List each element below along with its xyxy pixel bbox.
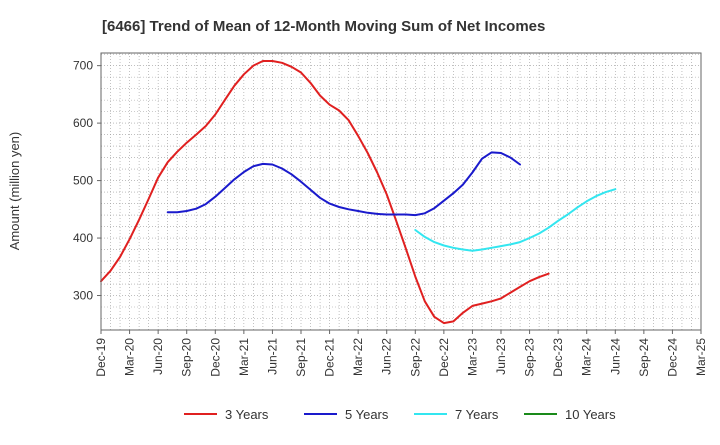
legend-label: 3 Years [225, 407, 269, 422]
x-tick-label: Mar-21 [237, 338, 251, 376]
y-axis-label: Amount (million yen) [7, 132, 22, 251]
x-tick-label: Sep-23 [523, 338, 537, 377]
y-tick-label: 500 [73, 174, 93, 188]
x-tick-label: Jun-20 [151, 338, 165, 375]
series-line-3-years [100, 60, 550, 325]
x-tick-label: Dec-20 [208, 338, 222, 377]
legend-label: 10 Years [565, 407, 616, 422]
chart-title: [6466] Trend of Mean of 12-Month Moving … [102, 18, 545, 35]
x-tick-label: Dec-21 [323, 338, 337, 377]
plot-frame [100, 52, 702, 331]
x-tick-label: Mar-25 [694, 338, 708, 376]
series-layer [100, 60, 617, 325]
x-tick-label: Dec-19 [94, 338, 108, 377]
x-tick-label: Sep-21 [294, 338, 308, 377]
y-tick-label: 300 [73, 289, 93, 303]
series-line-7-years [414, 188, 617, 252]
x-tick-label: Jun-22 [380, 338, 394, 375]
legend-label: 7 Years [455, 407, 499, 422]
legend-label: 5 Years [345, 407, 389, 422]
x-tick-label: Mar-22 [351, 338, 365, 376]
y-tick-label: 400 [73, 231, 93, 245]
x-tick-label: Mar-20 [123, 338, 137, 376]
x-tick-label: Dec-22 [437, 338, 451, 377]
x-tick-label: Sep-24 [637, 338, 651, 377]
x-tick-label: Dec-24 [665, 338, 679, 377]
x-tick-label: Sep-20 [180, 338, 194, 377]
x-tick-label: Mar-24 [580, 338, 594, 376]
x-tick-label: Jun-24 [608, 338, 622, 375]
y-tick-label: 700 [73, 59, 93, 73]
y-tick-label: 600 [73, 116, 93, 130]
x-tick-label: Jun-23 [494, 338, 508, 375]
y-axis-ticks: 300 400 500 600 700 [73, 59, 101, 303]
x-axis-ticks: Dec-19 Mar-20 Jun-20 Sep-20 Dec-20 Mar-21 Jun-… [94, 330, 708, 377]
x-tick-label: Mar-23 [465, 338, 479, 376]
x-tick-label: Jun-21 [265, 338, 279, 375]
series-line-5-years [166, 151, 521, 217]
x-tick-label: Dec-23 [551, 338, 565, 377]
legend: 3 Years 5 Years 7 Years 10 Years [184, 407, 616, 422]
x-tick-label: Sep-22 [408, 338, 422, 377]
